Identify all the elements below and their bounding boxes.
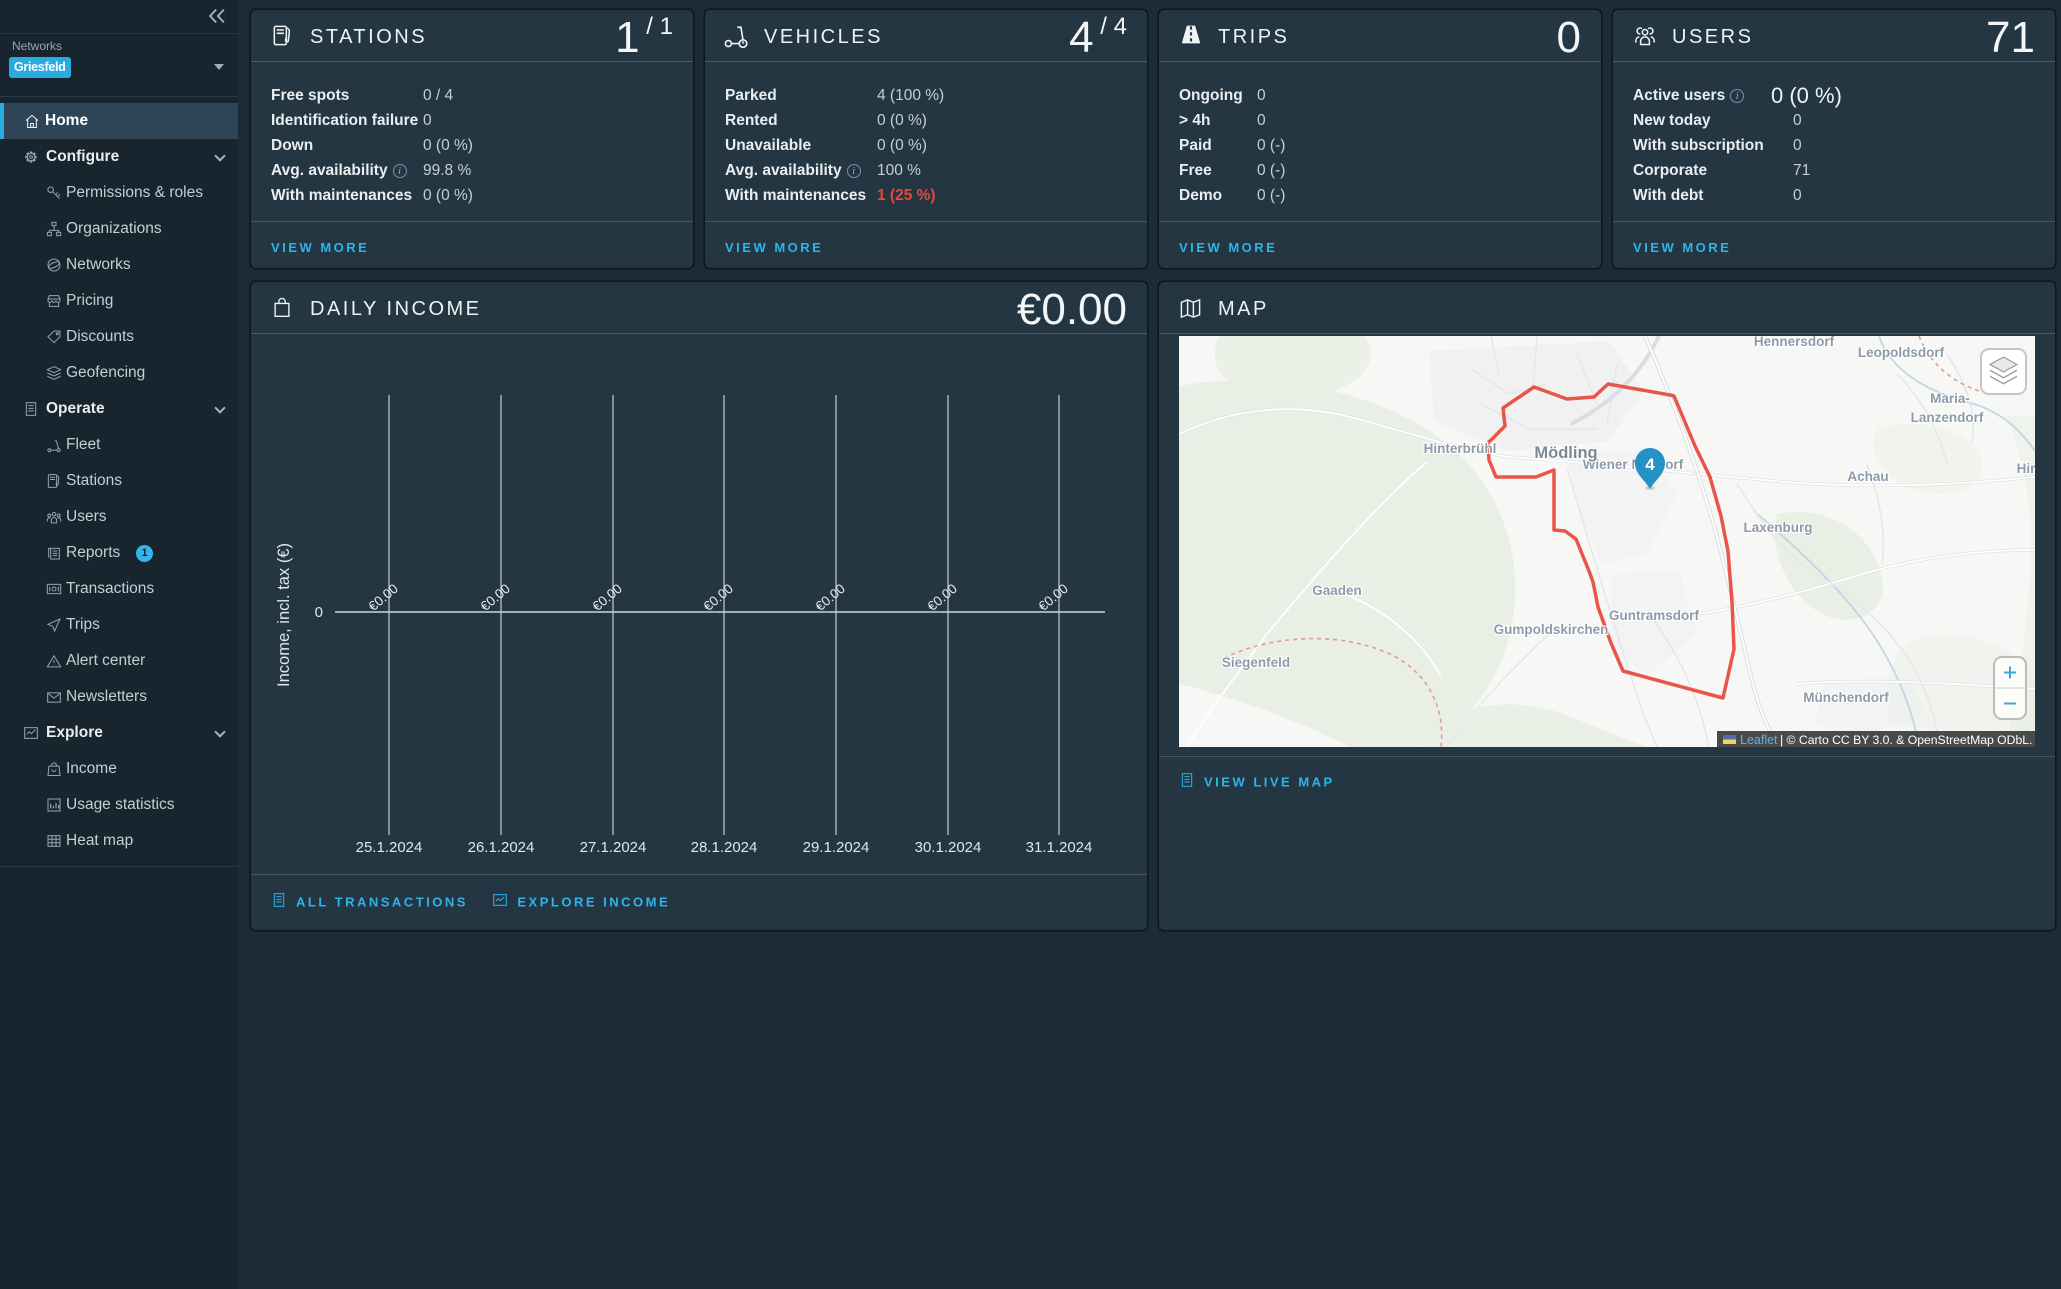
svg-text:Hennersdorf: Hennersdorf <box>1754 336 1835 349</box>
svg-text:Leaflet: Leaflet <box>1740 733 1778 747</box>
svg-text:30.1.2024: 30.1.2024 <box>915 839 982 856</box>
svg-text:€0.00: €0.00 <box>1035 581 1071 614</box>
svg-text:26.1.2024: 26.1.2024 <box>468 839 535 856</box>
svg-text:Income, incl. tax (€): Income, incl. tax (€) <box>275 543 293 687</box>
svg-text:Himberg: Himberg <box>2017 461 2035 476</box>
svg-text:29.1.2024: 29.1.2024 <box>803 839 870 856</box>
svg-text:Achau: Achau <box>1847 469 1888 484</box>
svg-text:€0.00: €0.00 <box>700 581 736 614</box>
svg-text:€0.00: €0.00 <box>812 581 848 614</box>
svg-text:Maria-: Maria- <box>1930 391 1970 406</box>
svg-text:27.1.2024: 27.1.2024 <box>580 839 647 856</box>
svg-text:€0.00: €0.00 <box>365 581 401 614</box>
svg-text:Mödling: Mödling <box>1534 444 1597 462</box>
svg-text:Münchendorf: Münchendorf <box>1803 690 1889 705</box>
svg-text:€0.00: €0.00 <box>477 581 513 614</box>
svg-text:Laxenburg: Laxenburg <box>1743 520 1812 535</box>
svg-text:| © Carto CC BY 3.0. & OpenStr: | © Carto CC BY 3.0. & OpenStreetMap ODb… <box>1780 733 2032 747</box>
svg-text:31.1.2024: 31.1.2024 <box>1026 839 1093 856</box>
svg-text:28.1.2024: 28.1.2024 <box>691 839 758 856</box>
svg-text:Wiener Neudorf: Wiener Neudorf <box>1583 457 1684 472</box>
svg-text:Leopoldsdorf: Leopoldsdorf <box>1858 345 1945 360</box>
svg-text:25.1.2024: 25.1.2024 <box>356 839 423 856</box>
svg-text:4: 4 <box>1645 455 1655 474</box>
svg-text:Siegenfeld: Siegenfeld <box>1222 655 1290 670</box>
svg-text:Gumpoldskirchen: Gumpoldskirchen <box>1494 622 1609 637</box>
svg-text:Lanzendorf: Lanzendorf <box>1911 410 1984 425</box>
svg-text:0: 0 <box>315 604 323 621</box>
svg-text:Guntramsdorf: Guntramsdorf <box>1609 608 1700 623</box>
svg-text:€0.00: €0.00 <box>589 581 625 614</box>
svg-text:Hinterbrühl: Hinterbrühl <box>1424 441 1497 456</box>
svg-text:Gaaden: Gaaden <box>1312 583 1362 598</box>
svg-text:€0.00: €0.00 <box>924 581 960 614</box>
